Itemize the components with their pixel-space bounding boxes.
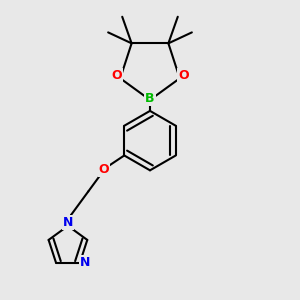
Text: N: N: [80, 256, 91, 269]
Text: B: B: [145, 92, 155, 105]
Text: O: O: [111, 69, 122, 82]
Text: O: O: [178, 69, 189, 82]
Text: N: N: [63, 216, 73, 229]
Text: O: O: [99, 163, 109, 176]
